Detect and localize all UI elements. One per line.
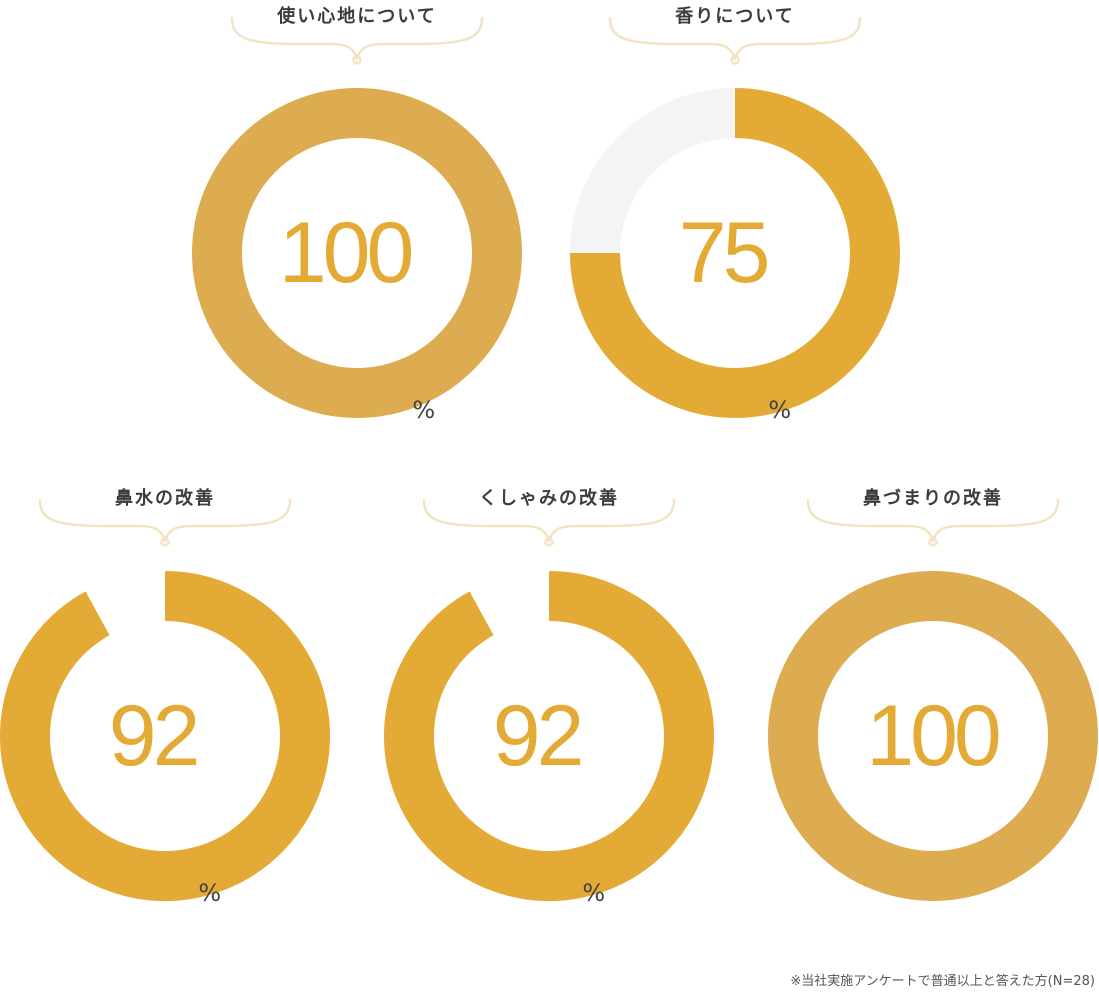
brace-decoration <box>422 498 676 547</box>
chart-title: 香りについて <box>675 6 795 27</box>
chart-title: 使い心地について <box>277 6 437 27</box>
brace-decoration <box>38 498 292 547</box>
donut-ring <box>384 571 714 901</box>
chart-block-sneezing: くしゃみの改善 92 % <box>384 482 714 907</box>
chart-block-nasal-congestion: 鼻づまりの改善 100 <box>768 482 1098 902</box>
donut-arc <box>192 88 522 418</box>
brace-path <box>806 498 1060 544</box>
brace-decoration <box>608 16 862 65</box>
chart-title: 鼻づまりの改善 <box>863 488 1003 509</box>
footnote: ※当社実施アンケートで普通以上と答えた方(N=28) <box>790 974 1095 989</box>
brace-path <box>230 16 484 62</box>
donut-arc <box>0 571 330 901</box>
percent-sign: % <box>198 879 222 907</box>
donut-ring <box>570 88 900 418</box>
brace-knot <box>544 537 554 547</box>
value-number: 92 <box>108 688 201 784</box>
donut-arc <box>768 571 1098 901</box>
value-number: 92 <box>492 688 585 784</box>
brace-knot <box>928 537 938 547</box>
brace-path <box>422 498 676 544</box>
chart-block-runny-nose: 鼻水の改善 92 % <box>0 482 330 907</box>
value-number: 75 <box>678 205 771 301</box>
value-number: 100 <box>866 688 1001 784</box>
donut-ring <box>192 88 522 418</box>
brace-decoration <box>230 16 484 65</box>
chart-block-scent: 香りについて 75 % <box>570 0 900 424</box>
brace-knot <box>730 55 740 65</box>
brace-path <box>608 16 862 62</box>
chart-title: 鼻水の改善 <box>115 488 215 509</box>
percent-sign: % <box>768 396 792 424</box>
value-number: 100 <box>278 205 414 301</box>
value-display: 100 <box>768 571 1098 901</box>
percent-sign: % <box>412 396 436 424</box>
donut-ring <box>0 571 330 901</box>
donut-ring <box>768 571 1098 901</box>
value-display: 100 % <box>192 88 522 424</box>
brace-knot <box>160 537 170 547</box>
chart-block-comfort: 使い心地について 100 % <box>192 0 522 424</box>
chart-title: くしゃみの改善 <box>479 488 619 509</box>
brace-path <box>38 498 292 544</box>
value-display: 92 % <box>0 571 330 907</box>
value-display: 92 % <box>384 571 714 907</box>
percent-sign: % <box>582 879 606 907</box>
brace-knot <box>352 55 362 65</box>
value-display: 75 % <box>570 88 900 424</box>
donut-arc <box>570 88 900 418</box>
donut-arc <box>384 571 714 901</box>
brace-decoration <box>806 498 1060 547</box>
